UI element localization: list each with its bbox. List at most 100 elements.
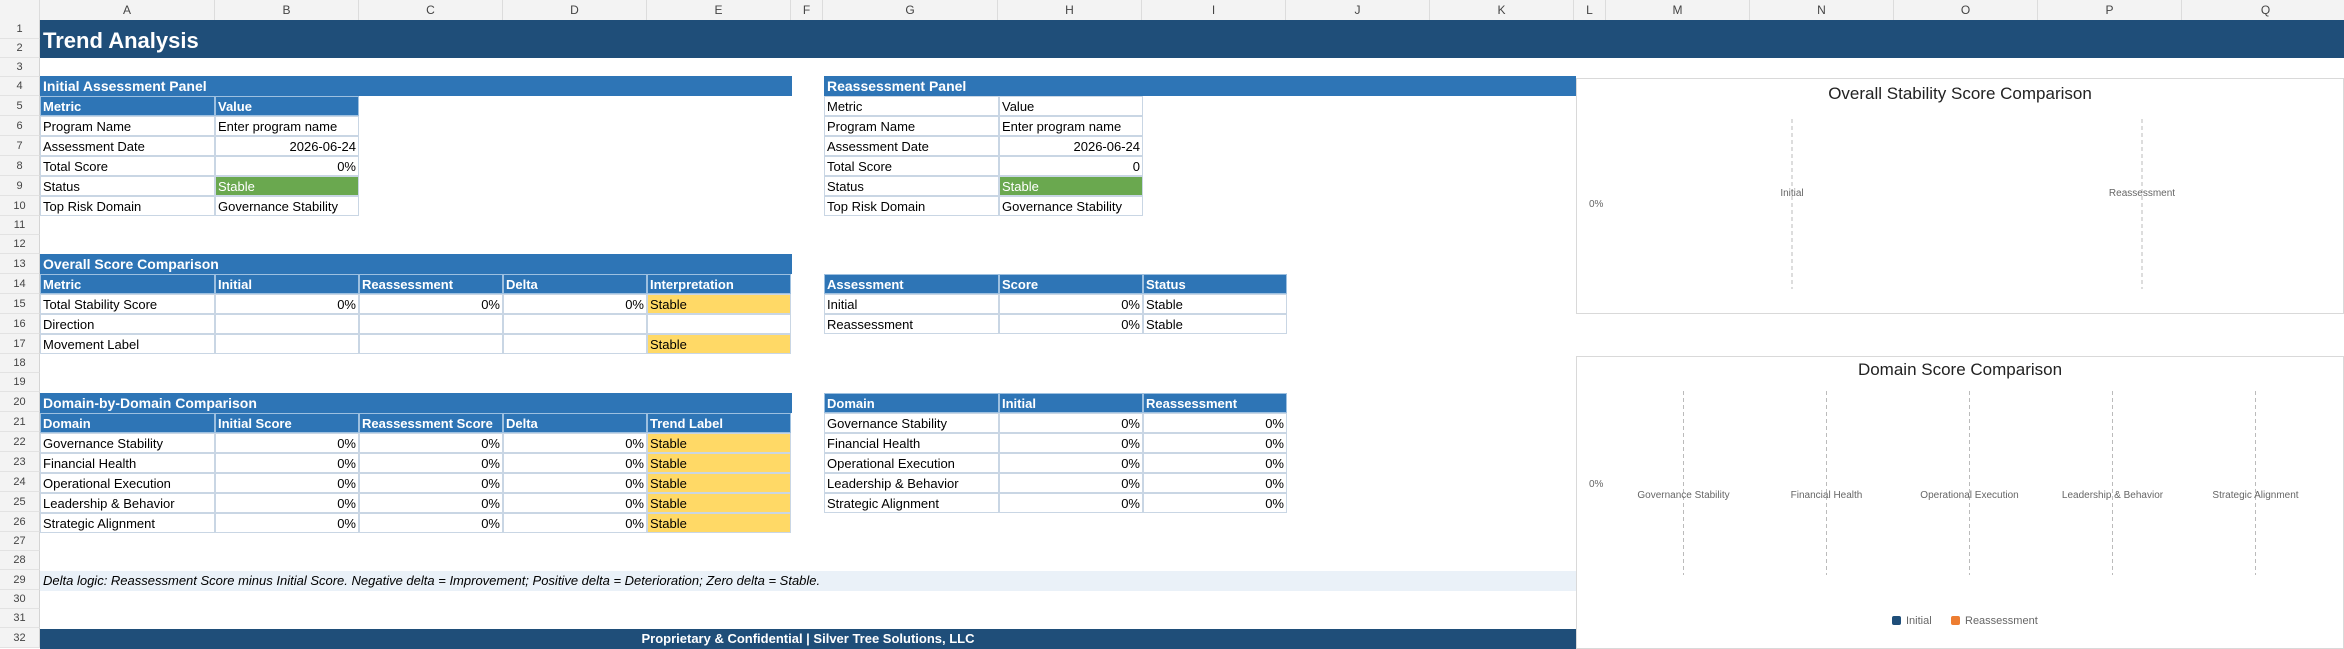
initial-panel-cell[interactable]: Governance Stability: [215, 196, 359, 216]
initial-panel-cell[interactable]: Assessment Date: [40, 136, 215, 156]
column-header-p[interactable]: P: [2038, 0, 2182, 20]
overall-comparison-cell[interactable]: [359, 314, 503, 334]
domain-comparison-header-cell[interactable]: Delta: [503, 413, 647, 433]
domain-comparison-cell[interactable]: Leadership & Behavior: [40, 493, 215, 513]
domain-table-cell[interactable]: Strategic Alignment: [824, 493, 999, 513]
row-header-32[interactable]: 32: [0, 628, 40, 648]
overall-comparison-cell[interactable]: 0%: [215, 294, 359, 314]
domain-comparison-header-cell[interactable]: Trend Label: [647, 413, 791, 433]
column-header-e[interactable]: E: [647, 0, 791, 20]
reassessment-panel-cell[interactable]: Assessment Date: [824, 136, 999, 156]
reassessment-panel-cell[interactable]: Program Name: [824, 116, 999, 136]
overall-comparison-cell[interactable]: Stable: [647, 334, 791, 354]
domain-table-cell[interactable]: 0%: [1143, 433, 1287, 453]
overall-comparison-cell[interactable]: [503, 334, 647, 354]
domain-comparison-cell[interactable]: 0%: [359, 493, 503, 513]
initial-panel-cell[interactable]: 2026-06-24: [215, 136, 359, 156]
overall-comparison-cell[interactable]: [215, 314, 359, 334]
column-header-b[interactable]: B: [215, 0, 359, 20]
initial-panel-cell[interactable]: Total Score: [40, 156, 215, 176]
row-header-31[interactable]: 31: [0, 609, 40, 628]
row-header-4[interactable]: 4: [0, 77, 40, 96]
initial-panel-cell[interactable]: Enter program name: [215, 116, 359, 136]
overall-comparison-cell[interactable]: Stable: [647, 294, 791, 314]
domain-table-cell[interactable]: 0%: [1143, 413, 1287, 433]
domain-table-cell[interactable]: 0%: [1143, 453, 1287, 473]
domain-comparison-cell[interactable]: Financial Health: [40, 453, 215, 473]
row-header-15[interactable]: 15: [0, 294, 40, 314]
domain-comparison-header-cell[interactable]: Reassessment Score: [359, 413, 503, 433]
initial-panel-cell[interactable]: Program Name: [40, 116, 215, 136]
column-header-q[interactable]: Q: [2182, 0, 2344, 20]
domain-table-cell[interactable]: Governance Stability: [824, 413, 999, 433]
score-table-cell[interactable]: Stable: [1143, 314, 1287, 334]
overall-comparison-header-cell[interactable]: Interpretation: [647, 274, 791, 294]
row-header-8[interactable]: 8: [0, 156, 40, 176]
score-table-header-cell[interactable]: Status: [1143, 274, 1287, 294]
domain-comparison-cell[interactable]: Stable: [647, 493, 791, 513]
domain-score-chart[interactable]: Domain Score Comparison 0% Governance Stab…: [1576, 356, 2344, 649]
domain-table-header-cell[interactable]: Domain: [824, 393, 999, 413]
score-table-cell[interactable]: 0%: [999, 294, 1143, 314]
domain-comparison-header-cell[interactable]: Domain: [40, 413, 215, 433]
domain-comparison-cell[interactable]: 0%: [359, 453, 503, 473]
overall-comparison-header-cell[interactable]: Metric: [40, 274, 215, 294]
score-table-cell[interactable]: Reassessment: [824, 314, 999, 334]
domain-comparison-cell[interactable]: 0%: [503, 493, 647, 513]
overall-comparison-cell[interactable]: Direction: [40, 314, 215, 334]
domain-table-cell[interactable]: 0%: [999, 413, 1143, 433]
domain-comparison-cell[interactable]: 0%: [359, 473, 503, 493]
score-table-cell[interactable]: 0%: [999, 314, 1143, 334]
column-header-h[interactable]: H: [998, 0, 1142, 20]
row-header-20[interactable]: 20: [0, 392, 40, 412]
column-header-i[interactable]: I: [1142, 0, 1286, 20]
row-header-16[interactable]: 16: [0, 314, 40, 334]
select-all-corner[interactable]: [0, 0, 40, 20]
row-header-26[interactable]: 26: [0, 512, 40, 532]
row-header-2[interactable]: 2: [0, 39, 40, 58]
domain-comparison-cell[interactable]: 0%: [215, 493, 359, 513]
domain-table-cell[interactable]: 0%: [999, 433, 1143, 453]
overall-comparison-cell[interactable]: [215, 334, 359, 354]
row-header-22[interactable]: 22: [0, 432, 40, 452]
overall-comparison-header-cell[interactable]: Initial: [215, 274, 359, 294]
domain-comparison-cell[interactable]: 0%: [215, 513, 359, 533]
score-table-header-cell[interactable]: Score: [999, 274, 1143, 294]
overall-comparison-cell[interactable]: [503, 314, 647, 334]
row-header-3[interactable]: 3: [0, 58, 40, 77]
row-header-11[interactable]: 11: [0, 216, 40, 235]
initial-panel-header-cell[interactable]: Metric: [40, 96, 215, 116]
row-header-7[interactable]: 7: [0, 136, 40, 156]
row-header-14[interactable]: 14: [0, 274, 40, 294]
column-header-m[interactable]: M: [1606, 0, 1750, 20]
domain-comparison-cell[interactable]: Stable: [647, 433, 791, 453]
domain-comparison-cell[interactable]: 0%: [215, 453, 359, 473]
reassessment-panel-cell[interactable]: Total Score: [824, 156, 999, 176]
overall-score-chart[interactable]: Overall Stability Score Comparison 0% Init…: [1576, 78, 2344, 314]
column-header-f[interactable]: F: [791, 0, 823, 20]
row-header-19[interactable]: 19: [0, 373, 40, 392]
domain-comparison-cell[interactable]: Stable: [647, 473, 791, 493]
overall-comparison-cell[interactable]: 0%: [359, 294, 503, 314]
reassessment-panel-header-cell[interactable]: Value: [999, 96, 1143, 116]
column-header-a[interactable]: A: [40, 0, 215, 20]
reassessment-panel-cell[interactable]: Enter program name: [999, 116, 1143, 136]
domain-comparison-cell[interactable]: 0%: [503, 473, 647, 493]
domain-comparison-cell[interactable]: Stable: [647, 513, 791, 533]
overall-comparison-header-cell[interactable]: Reassessment: [359, 274, 503, 294]
domain-comparison-cell[interactable]: Stable: [647, 453, 791, 473]
overall-comparison-cell[interactable]: [359, 334, 503, 354]
row-header-24[interactable]: 24: [0, 472, 40, 492]
domain-table-cell[interactable]: 0%: [999, 493, 1143, 513]
column-header-g[interactable]: G: [823, 0, 998, 20]
domain-comparison-cell[interactable]: Governance Stability: [40, 433, 215, 453]
column-header-c[interactable]: C: [359, 0, 503, 20]
domain-comparison-cell[interactable]: 0%: [215, 473, 359, 493]
column-header-n[interactable]: N: [1750, 0, 1894, 20]
row-header-5[interactable]: 5: [0, 96, 40, 116]
reassessment-panel-cell[interactable]: 2026-06-24: [999, 136, 1143, 156]
domain-table-cell[interactable]: 0%: [999, 473, 1143, 493]
score-table-cell[interactable]: Stable: [1143, 294, 1287, 314]
column-header-o[interactable]: O: [1894, 0, 2038, 20]
row-header-29[interactable]: 29: [0, 570, 40, 590]
